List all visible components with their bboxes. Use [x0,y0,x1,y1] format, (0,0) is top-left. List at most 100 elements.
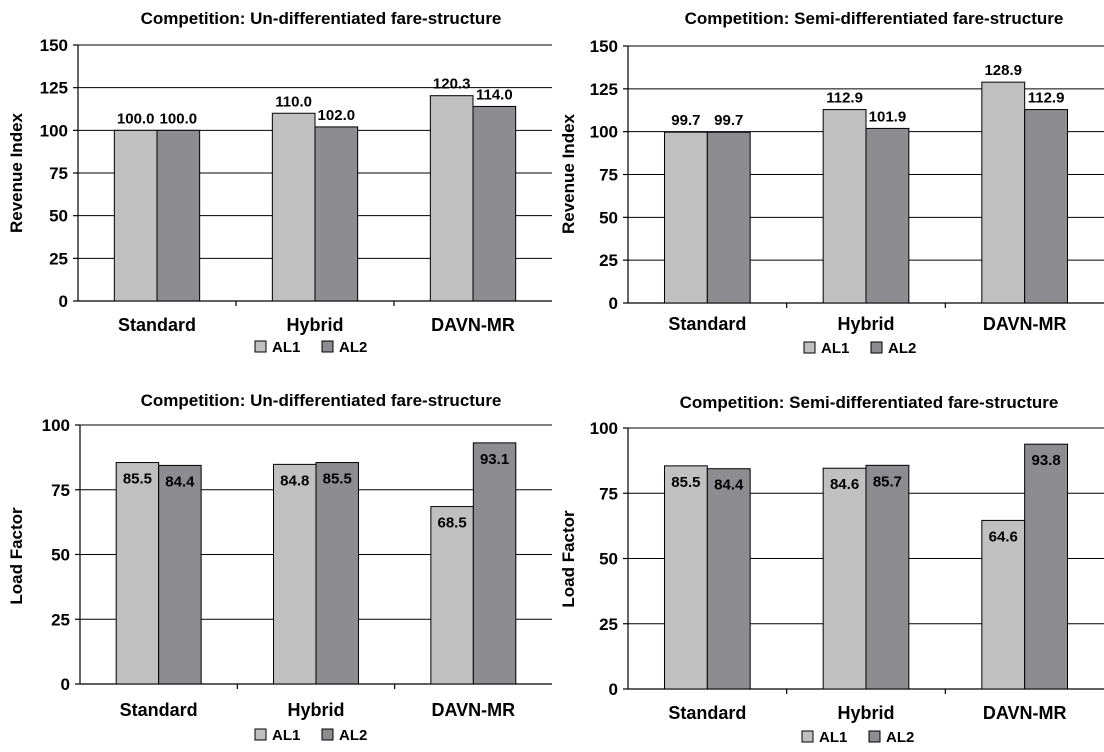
data-label: 84.6 [830,476,859,493]
data-label: 101.9 [869,108,907,125]
bar-al2 [156,129,201,302]
y-tick-label: 25 [51,610,70,629]
data-label: 68.5 [437,515,466,532]
data-label: 84.8 [280,472,309,489]
bar-al2 [472,105,517,302]
data-label: 99.7 [714,112,743,129]
data-label: 85.5 [123,471,152,488]
chart-svg: Competition: Semi-differentiated fare-st… [559,393,1104,746]
legend-label: AL1 [272,727,300,744]
bar-al1 [271,112,316,302]
legend-swatch-al1 [254,728,267,741]
category-label: DAVN-MR [431,315,515,335]
chart-title: Competition: Un-differentiated fare-stru… [141,391,502,410]
bar-al2 [706,131,751,304]
chart-panel-loadfactor-semidifferentiated: Competition: Semi-differentiated fare-st… [552,376,1104,752]
y-tick-label: 0 [609,680,618,699]
chart-panel-loadfactor-undifferentiated: Competition: Un-differentiated fare-stru… [0,376,552,752]
bar-al2 [1024,443,1069,690]
legend-swatch-al1 [803,341,816,354]
y-tick-label: 150 [590,37,618,56]
data-label: 100.0 [160,110,198,127]
data-label: 64.6 [989,528,1018,545]
category-label: Standard [668,703,746,723]
bar-al1 [663,131,708,304]
legend-label: AL1 [272,339,300,356]
data-label: 84.4 [714,477,744,494]
y-tick-label: 50 [51,546,70,565]
bar-al2 [865,464,910,690]
bar-al1 [430,506,474,685]
data-label: 112.9 [1028,90,1065,107]
bar-al1 [981,519,1026,690]
y-tick-label: 75 [49,164,68,183]
legend-label: AL1 [821,340,849,357]
category-label: Hybrid [837,314,894,334]
y-tick-label: 75 [599,166,618,185]
legend-swatch-al2 [870,341,883,354]
bar-al1 [273,463,317,685]
legend-swatch-al2 [321,340,334,353]
y-axis-label: Load Factor [7,507,26,605]
category-label: Standard [668,314,746,334]
plot-area: 0 25 50 75 100 85.5 84.4 Standard 84.6 85.7 Hybrid… [590,419,1104,746]
y-axis-label: Revenue Index [559,113,578,234]
plot-area: 0 25 50 75 100 125 150 99.7 99.7 Standard 112.9 101… [590,37,1104,357]
bar-al1 [429,95,474,302]
y-tick-label: 150 [40,36,68,55]
category-label: Hybrid [287,700,344,720]
y-tick-label: 125 [590,80,618,99]
legend-label: AL2 [888,340,916,357]
legend-label: AL2 [339,339,367,356]
category-label: DAVN-MR [983,314,1067,334]
bar-al1 [113,129,158,302]
legend-label: AL2 [886,729,914,746]
y-tick-label: 25 [599,615,618,634]
chart-svg: Competition: Un-differentiated fare-stru… [7,9,552,356]
bar-al1 [981,81,1026,304]
data-label: 85.7 [873,473,902,490]
data-label: 110.0 [275,93,312,110]
data-label: 85.5 [323,471,352,488]
y-tick-label: 75 [51,481,70,500]
data-label: 93.8 [1031,452,1060,469]
data-label: 112.9 [826,90,863,107]
y-axis-label: Revenue Index [7,112,26,233]
bar-al1 [822,467,867,690]
category-label: DAVN-MR [983,703,1067,723]
y-tick-label: 100 [590,123,618,142]
y-tick-label: 75 [599,484,618,503]
bar-al2 [315,462,359,685]
data-label: 100.0 [117,110,155,127]
y-axis-label: Load Factor [559,510,578,608]
category-label: Standard [118,315,196,335]
bar-al2 [865,127,910,304]
data-label: 85.5 [671,474,700,491]
bar-al2 [314,126,359,302]
y-tick-label: 0 [609,294,618,313]
bar-al2 [472,442,517,685]
y-tick-label: 125 [40,79,68,98]
data-label: 99.7 [671,112,700,129]
chart-title: Competition: Semi-differentiated fare-st… [680,393,1059,412]
chart-panel-revenue-semidifferentiated: Competition: Semi-differentiated fare-st… [552,0,1104,376]
y-tick-label: 25 [599,251,618,270]
category-label: Hybrid [286,315,343,335]
data-label: 120.3 [433,76,471,93]
y-tick-label: 50 [599,550,618,569]
plot-area: 0 25 50 75 100 125 150 100.0 100.0 Standard 110.0 1… [40,36,552,356]
data-label: 114.0 [476,86,513,103]
bar-al2 [706,468,751,690]
y-tick-label: 100 [40,121,68,140]
category-label: DAVN-MR [432,700,516,720]
chart-svg: Competition: Un-differentiated fare-stru… [7,391,552,744]
data-label: 84.4 [165,473,195,490]
category-label: Hybrid [837,703,894,723]
bar-al2 [1024,109,1069,304]
chart-title: Competition: Semi-differentiated fare-st… [685,9,1064,28]
chart-panel-revenue-undifferentiated: Competition: Un-differentiated fare-stru… [0,0,552,376]
legend-label: AL2 [339,727,367,744]
legend-label: AL1 [819,729,847,746]
bar-al1 [115,462,160,685]
chart-svg: Competition: Semi-differentiated fare-st… [559,9,1104,357]
